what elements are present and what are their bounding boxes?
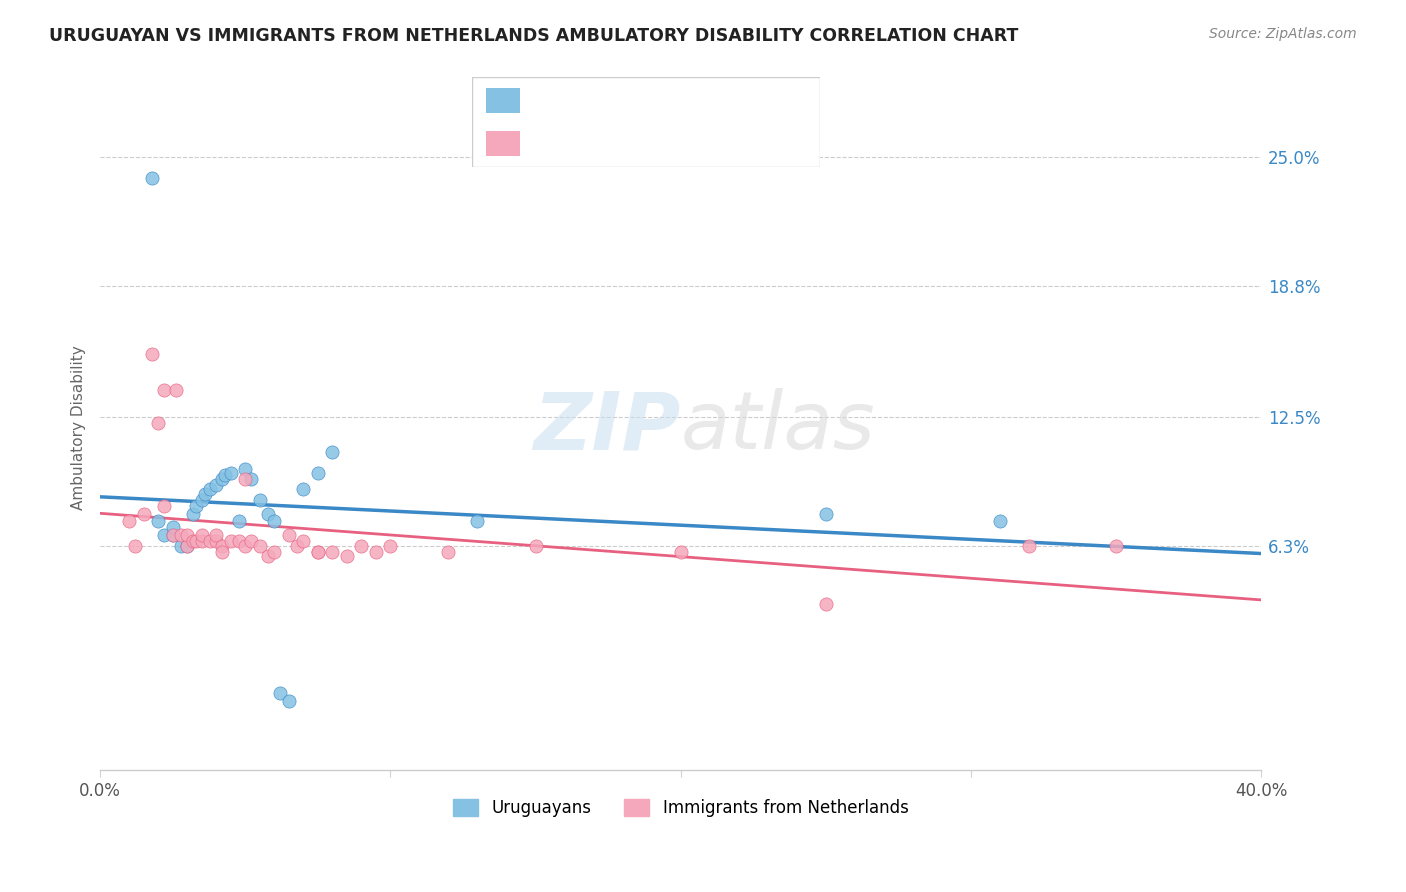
Point bbox=[814, 508, 837, 522]
Text: Source: ZipAtlas.com: Source: ZipAtlas.com bbox=[1209, 27, 1357, 41]
Point bbox=[437, 545, 460, 559]
Point bbox=[292, 534, 315, 549]
Point bbox=[181, 508, 204, 522]
Point bbox=[1018, 539, 1040, 553]
Point bbox=[200, 483, 222, 497]
Point bbox=[814, 597, 837, 611]
Point bbox=[233, 472, 256, 486]
Point bbox=[292, 483, 315, 497]
Point bbox=[211, 472, 233, 486]
Point bbox=[141, 347, 163, 361]
Point bbox=[141, 170, 163, 185]
Point bbox=[321, 445, 343, 459]
Point bbox=[277, 528, 299, 542]
Point bbox=[467, 514, 489, 528]
Point bbox=[132, 508, 155, 522]
Point bbox=[249, 539, 271, 553]
Y-axis label: Ambulatory Disability: Ambulatory Disability bbox=[72, 345, 86, 509]
Point bbox=[214, 467, 236, 482]
Point bbox=[205, 478, 228, 492]
Point bbox=[1105, 539, 1128, 553]
Point bbox=[176, 539, 198, 553]
Point bbox=[184, 534, 207, 549]
Point bbox=[162, 528, 184, 542]
Point bbox=[205, 528, 228, 542]
Point bbox=[170, 528, 193, 542]
Point bbox=[200, 534, 222, 549]
Text: ZIP: ZIP bbox=[533, 388, 681, 467]
Point bbox=[118, 514, 141, 528]
Point bbox=[988, 514, 1011, 528]
Point bbox=[148, 416, 170, 430]
Point bbox=[257, 549, 280, 563]
Point bbox=[176, 539, 198, 553]
Point bbox=[524, 539, 547, 553]
Point bbox=[364, 545, 387, 559]
Point bbox=[153, 528, 176, 542]
Point bbox=[263, 514, 285, 528]
Point bbox=[233, 539, 256, 553]
Point bbox=[190, 528, 212, 542]
Point bbox=[233, 461, 256, 475]
Point bbox=[228, 514, 250, 528]
Point bbox=[165, 383, 187, 397]
Point bbox=[269, 686, 291, 700]
Point bbox=[205, 534, 228, 549]
Point bbox=[287, 539, 309, 553]
Point bbox=[190, 534, 212, 549]
Point bbox=[219, 534, 242, 549]
Point bbox=[277, 694, 299, 708]
Point bbox=[228, 534, 250, 549]
Point bbox=[153, 383, 176, 397]
Point bbox=[190, 492, 212, 507]
Point bbox=[263, 545, 285, 559]
Point bbox=[669, 545, 692, 559]
Point bbox=[307, 545, 329, 559]
Point bbox=[162, 520, 184, 534]
Text: URUGUAYAN VS IMMIGRANTS FROM NETHERLANDS AMBULATORY DISABILITY CORRELATION CHART: URUGUAYAN VS IMMIGRANTS FROM NETHERLANDS… bbox=[49, 27, 1018, 45]
Point bbox=[211, 539, 233, 553]
Point bbox=[219, 466, 242, 480]
Point bbox=[162, 528, 184, 542]
Legend: Uruguayans, Immigrants from Netherlands: Uruguayans, Immigrants from Netherlands bbox=[446, 792, 915, 823]
Point bbox=[124, 539, 146, 553]
Point bbox=[321, 545, 343, 559]
Point bbox=[194, 486, 217, 500]
Point bbox=[176, 528, 198, 542]
Point bbox=[307, 466, 329, 480]
Point bbox=[170, 539, 193, 553]
Point bbox=[380, 539, 402, 553]
Point bbox=[211, 545, 233, 559]
Point bbox=[307, 545, 329, 559]
Point bbox=[184, 499, 207, 513]
Point bbox=[257, 508, 280, 522]
Text: atlas: atlas bbox=[681, 388, 876, 467]
Point bbox=[148, 514, 170, 528]
Point bbox=[240, 472, 263, 486]
Point bbox=[336, 549, 359, 563]
Point bbox=[181, 534, 204, 549]
Point bbox=[350, 539, 373, 553]
Point bbox=[249, 492, 271, 507]
Point bbox=[153, 499, 176, 513]
Point bbox=[240, 534, 263, 549]
